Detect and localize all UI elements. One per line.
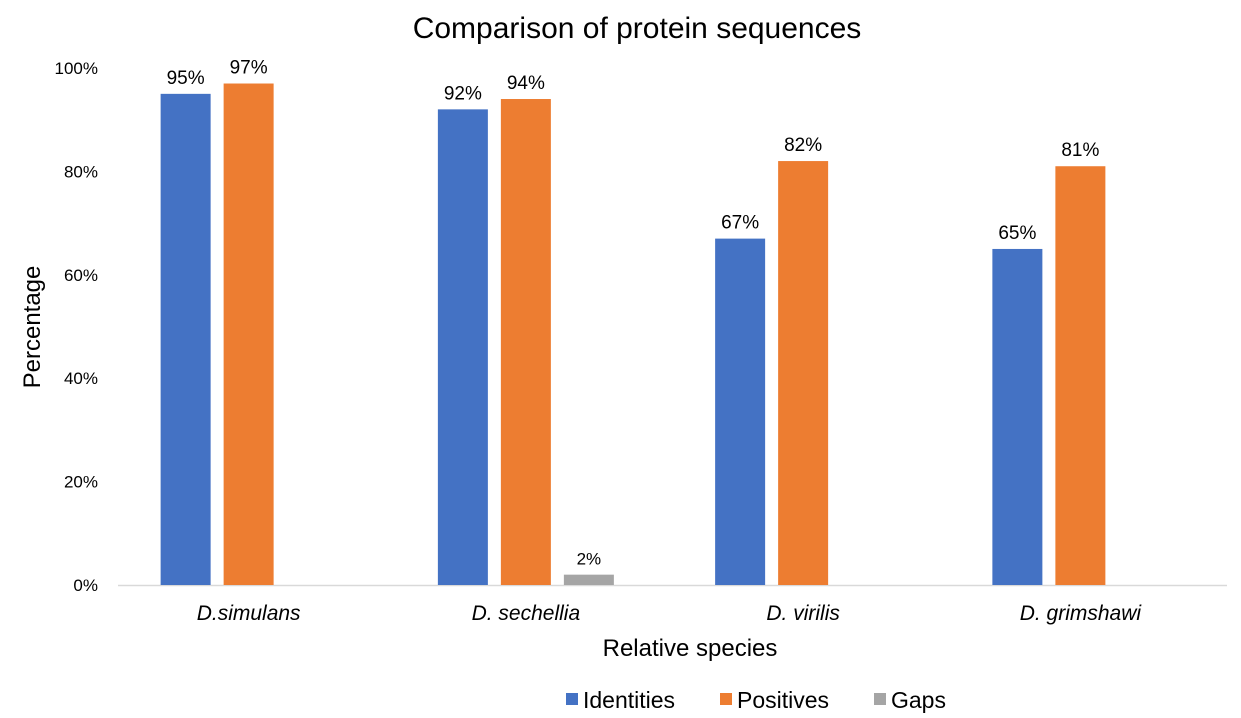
data-label: 67% [721,213,759,234]
y-axis-ticks: 0% 20% 40% 60% 80% 100% [55,59,98,595]
legend: Identities Positives Gaps [566,687,946,713]
bars [160,83,1106,586]
y-tick-label: 60% [64,266,98,285]
legend-item-gaps: Gaps [874,687,946,713]
data-label: 65% [998,223,1036,244]
legend-label: Positives [737,687,829,713]
data-label: 92% [444,83,482,104]
x-category-label: D. sechellia [472,602,581,625]
y-tick-label: 20% [64,473,98,492]
data-label: 82% [784,135,822,156]
bar-positives [500,99,551,586]
x-category-label: D.simulans [197,602,301,625]
legend-swatch [874,693,886,705]
legend-swatch [720,693,732,705]
bar-identities [715,238,766,586]
chart-title: Comparison of protein sequences [413,12,862,45]
bar-positives [223,83,274,585]
data-label: 94% [507,73,545,94]
x-category-label: D. virilis [766,602,840,625]
y-tick-label: 40% [64,369,98,388]
x-category-label: D. grimshawi [1020,602,1143,625]
y-tick-label: 100% [55,59,98,78]
legend-item-identities: Identities [566,687,675,713]
y-axis-label: Percentage [19,266,46,389]
bar-identities [437,109,488,586]
legend-swatch [566,693,578,705]
data-label: 2% [577,550,602,569]
legend-item-positives: Positives [720,687,829,713]
data-label: 95% [167,68,205,89]
y-tick-label: 0% [73,576,98,595]
data-label: 81% [1061,140,1099,161]
legend-label: Gaps [891,687,946,713]
x-axis-categories: D.simulans D. sechellia D. virilis D. grims… [197,602,1143,625]
y-tick-label: 80% [64,162,98,181]
data-labels: 95% 97% 92% 94% 2% 67% 82% 65% 81% [167,58,1100,569]
legend-label: Identities [583,687,675,713]
bar-positives [778,161,829,585]
bar-identities [992,248,1043,585]
bar-gaps [563,574,614,585]
bar-positives [1055,166,1106,586]
data-label: 97% [230,58,268,79]
x-axis-label: Relative species [603,635,778,662]
bar-identities [160,93,211,585]
